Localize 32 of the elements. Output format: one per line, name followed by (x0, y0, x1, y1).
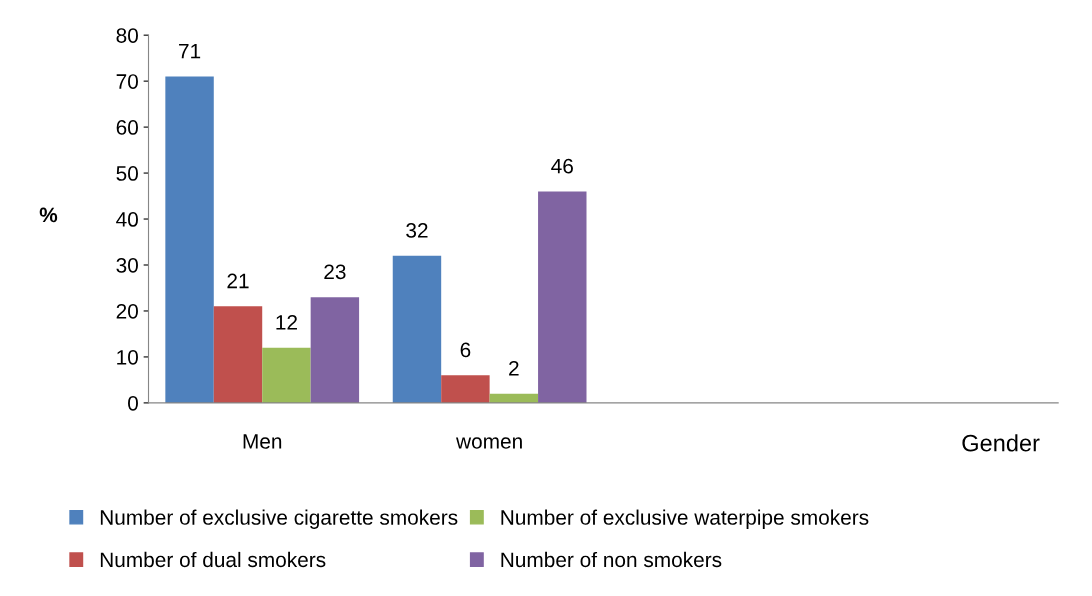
legend-label: Number of dual smokers (100, 551, 326, 568)
data-label: 6 (460, 342, 471, 358)
data-label: 23 (324, 264, 346, 280)
data-label: 2 (509, 360, 519, 376)
y-tick-label: 20 (116, 303, 138, 319)
x-tick-label: women (456, 437, 522, 449)
data-label: 21 (227, 273, 249, 289)
y-tick-label: 80 (116, 28, 138, 43)
data-label: 12 (276, 314, 297, 330)
x-tick-label: Men (243, 434, 282, 449)
bar (310, 297, 360, 403)
y-tick-label: 40 (116, 212, 138, 227)
data-label: 71 (179, 43, 201, 59)
y-tick-label: 60 (116, 120, 138, 135)
bar (165, 76, 214, 403)
legend-label: Number of exclusive cigarette smokers (100, 509, 458, 529)
bar (213, 306, 263, 403)
bar (262, 347, 311, 403)
bar (392, 255, 442, 403)
bar (538, 191, 587, 403)
y-tick-label: 70 (116, 74, 138, 89)
y-axis-title: % (39, 207, 58, 223)
legend-label: Number of exclusive waterpipe smokers (501, 509, 869, 529)
legend-label: Number of non smokers (501, 551, 722, 568)
x-axis-title: Gender (962, 434, 1040, 452)
y-tick-label: 0 (128, 395, 138, 411)
data-label: 32 (406, 223, 428, 238)
data-label: 46 (551, 158, 573, 174)
y-tick-label: 10 (117, 349, 138, 365)
y-tick-label: 30 (116, 258, 138, 273)
y-tick-label: 50 (116, 166, 138, 181)
bar (441, 375, 490, 403)
